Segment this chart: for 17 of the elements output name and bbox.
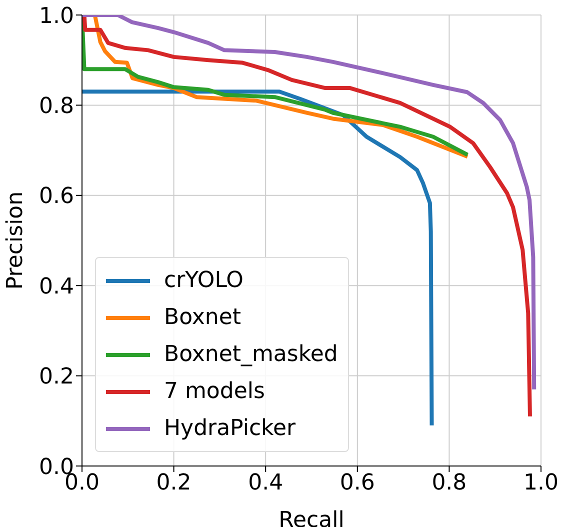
y-tick-label: 0.4 <box>39 274 74 300</box>
legend-label: Boxnet <box>164 304 241 332</box>
text: 1.0 <box>524 470 558 496</box>
x-tick-label: 0.8 <box>432 470 467 496</box>
x-tick-label: 0.2 <box>156 470 192 496</box>
x-tick-label: 0.4 <box>248 470 284 496</box>
legend-label: Boxnet_masked <box>164 341 338 369</box>
legend-label: 7 models <box>164 378 265 406</box>
y-axis-title: Precision <box>3 191 28 290</box>
y-tick-label: 0.8 <box>39 94 74 120</box>
y-tick-label: 0.6 <box>39 184 74 210</box>
legend-label: crYOLO <box>164 267 244 295</box>
y-tick-label: 0.2 <box>39 364 74 390</box>
x-tick-label: 0.6 <box>340 470 375 496</box>
x-axis-title: Recall <box>278 508 344 527</box>
legend-label: HydraPicker <box>164 415 296 443</box>
text: 1.0 <box>39 4 74 29</box>
